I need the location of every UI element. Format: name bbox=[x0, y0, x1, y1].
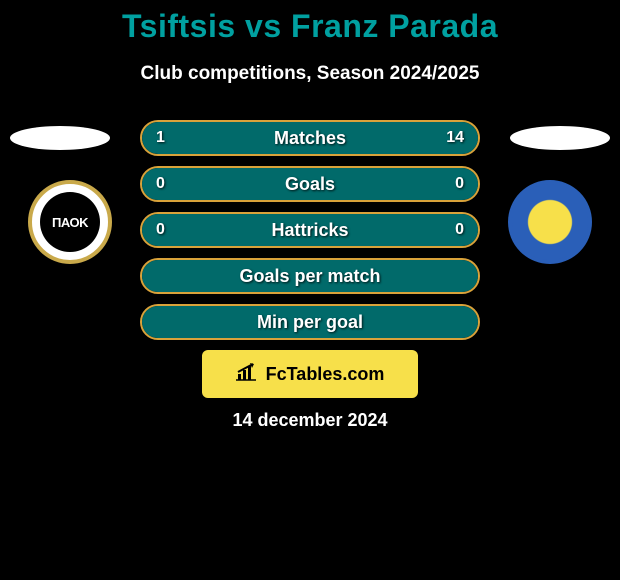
stat-bar: Goals per match bbox=[140, 258, 480, 294]
player-silhouette-right bbox=[510, 126, 610, 150]
club-badge-right bbox=[508, 180, 592, 264]
source-logo: FcTables.com bbox=[202, 350, 418, 398]
stat-value-right: 14 bbox=[446, 122, 464, 154]
stat-bar: Goals0 0 bbox=[140, 166, 480, 202]
stat-label: Hattricks bbox=[142, 214, 478, 246]
stat-bar: Min per goal bbox=[140, 304, 480, 340]
stat-value-left: 0 bbox=[156, 168, 165, 200]
club-badge-right-inner bbox=[530, 202, 570, 242]
snapshot-date: 14 december 2024 bbox=[0, 410, 620, 431]
chart-icon bbox=[236, 362, 260, 387]
stat-value-right: 0 bbox=[455, 168, 464, 200]
stat-bar: Hattricks0 0 bbox=[140, 212, 480, 248]
club-badge-left: ΠΑΟΚ bbox=[28, 180, 112, 264]
source-logo-text: FcTables.com bbox=[266, 364, 385, 385]
player-silhouette-left bbox=[10, 126, 110, 150]
stat-label: Min per goal bbox=[142, 306, 478, 338]
stat-value-left: 1 bbox=[156, 122, 165, 154]
stat-value-left: 0 bbox=[156, 214, 165, 246]
club-badge-left-label: ΠΑΟΚ bbox=[40, 192, 100, 252]
stat-value-right: 0 bbox=[455, 214, 464, 246]
page-title: Tsiftsis vs Franz Parada bbox=[0, 0, 620, 45]
stats-container: Matches114Goals00Hattricks00Goals per ma… bbox=[140, 120, 480, 350]
stat-bar: Matches1 14 bbox=[140, 120, 480, 156]
stat-label: Goals bbox=[142, 168, 478, 200]
stat-label: Matches bbox=[142, 122, 478, 154]
subtitle: Club competitions, Season 2024/2025 bbox=[0, 63, 620, 85]
stat-label: Goals per match bbox=[142, 260, 478, 292]
